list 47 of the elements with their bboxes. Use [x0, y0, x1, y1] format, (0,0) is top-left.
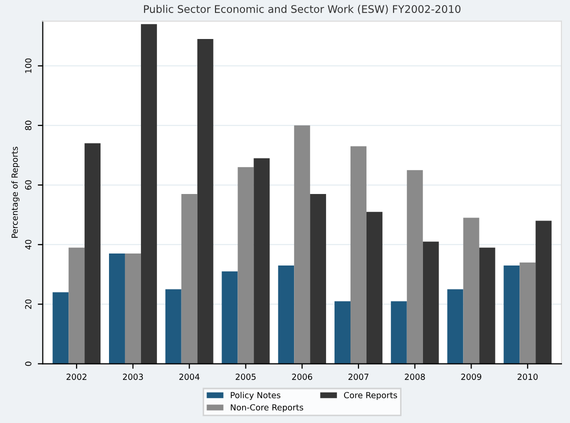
- y-tick-label: 60: [25, 180, 32, 190]
- y-tick-label: 80: [25, 120, 32, 130]
- bar: [447, 289, 464, 364]
- bar: [278, 265, 294, 364]
- y-axis-title: Percentage of Reports: [11, 146, 20, 238]
- chart-title: Public Sector Economic and Sector Work (ESW) FY2002-2010: [144, 4, 460, 14]
- x-tick-label: 2009: [461, 374, 482, 380]
- bar: [294, 125, 310, 364]
- bar: [84, 143, 101, 364]
- bar: [520, 262, 536, 364]
- bar: [238, 167, 254, 364]
- y-tick-label: 40: [25, 240, 32, 250]
- x-tick-label: 2005: [236, 374, 256, 380]
- bar: [254, 158, 270, 364]
- bar: [140, 24, 157, 364]
- x-tick-label: 2004: [179, 374, 200, 380]
- bar: [181, 194, 198, 364]
- x-tick-label: 2006: [292, 374, 312, 380]
- bar: [366, 212, 382, 364]
- bar: [536, 220, 552, 364]
- bar: [124, 254, 141, 364]
- x-tick-label: 2002: [66, 374, 86, 380]
- x-tick-label: 2003: [122, 374, 143, 380]
- bar: [422, 242, 439, 364]
- bar: [108, 254, 125, 364]
- y-tick-label: 100: [25, 58, 32, 73]
- legend-label: Policy Notes: [230, 392, 280, 400]
- bar: [350, 146, 366, 364]
- bar: [222, 271, 238, 364]
- bar: [390, 301, 407, 364]
- legend-label: Core Reports: [344, 392, 398, 400]
- x-tick-label: 2007: [348, 374, 368, 380]
- bar: [52, 292, 69, 364]
- bar: [310, 194, 326, 364]
- bar: [68, 248, 85, 364]
- bar: [406, 170, 423, 364]
- x-tick-label: 2010: [518, 374, 538, 380]
- bar: [504, 265, 520, 364]
- bar: [479, 248, 496, 364]
- bar: [334, 301, 350, 364]
- bar: [463, 218, 480, 364]
- y-tick-label: 0: [25, 362, 32, 366]
- legend-label: Non-Core Reports: [230, 404, 304, 412]
- bar: [197, 39, 214, 364]
- x-tick-label: 2008: [404, 374, 425, 380]
- bar: [165, 289, 182, 364]
- y-tick-label: 20: [25, 299, 32, 309]
